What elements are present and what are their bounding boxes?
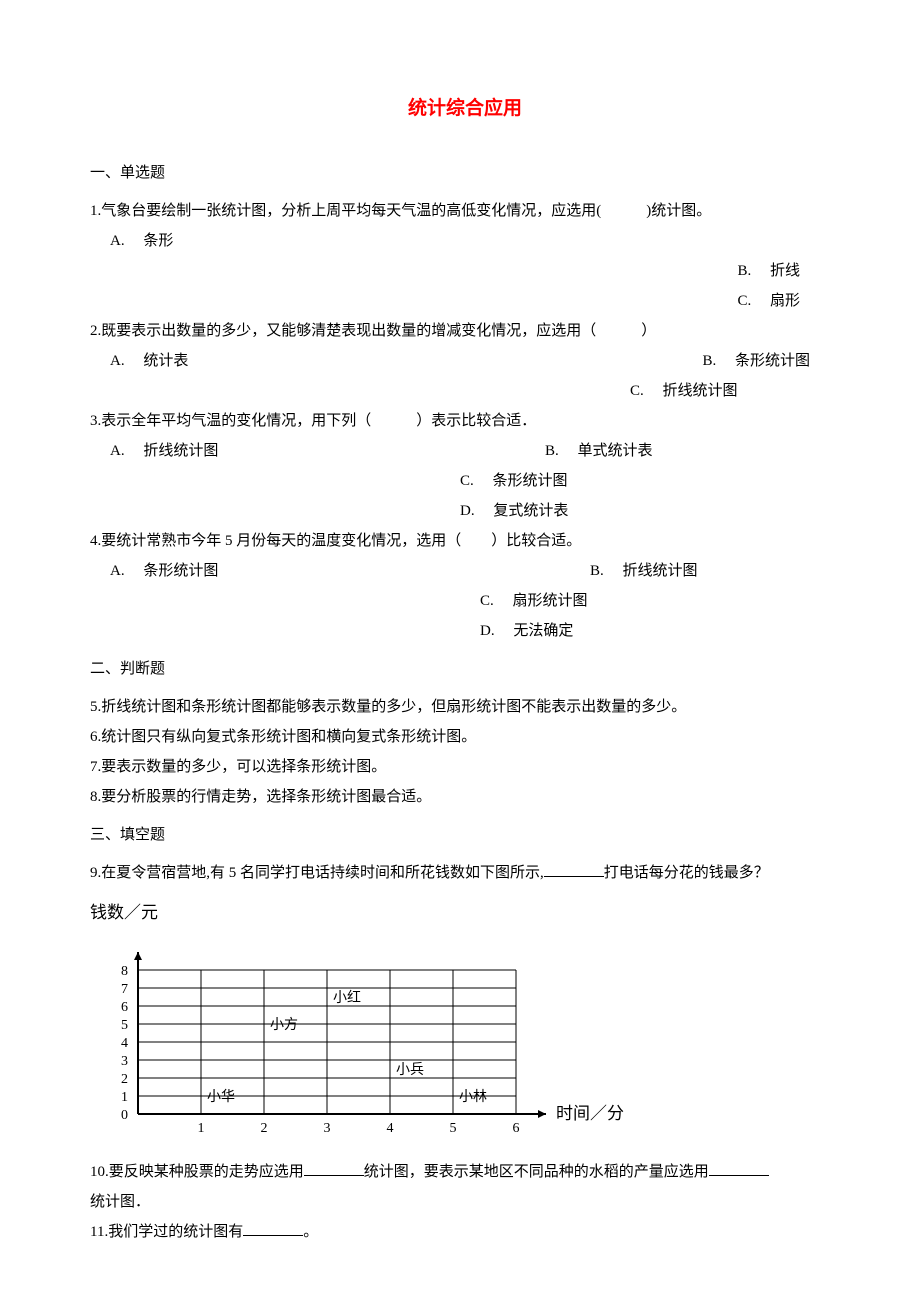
svg-text:2: 2 [121,1072,128,1087]
q10-blank-2 [709,1161,769,1176]
q4-text: 4.要统计常熟市今年 5 月份每天的温度变化情况，选用（ ）比较合适。 [90,526,840,556]
q11-post: 。 [303,1224,318,1240]
q9-post: 打电话每分花的钱最多？ [604,865,769,881]
q11-blank [243,1221,303,1236]
q1-opt-c: C. 扇形 [90,286,840,316]
q3-opt-a: A. 折线统计图 [90,436,545,466]
q4-opt-d: D. 无法确定 [90,616,840,646]
q4-opt-b: B. 折线统计图 [590,556,698,586]
q2-text: 2.既要表示出数量的多少，又能够清楚表现出数量的增减变化情况，应选用（ ） [90,316,840,346]
q1-opt-b: B. 折线 [90,256,840,286]
svg-text:7: 7 [121,982,128,997]
svg-text:1: 1 [198,1121,205,1136]
svg-text:0: 0 [121,1108,128,1123]
q3-opt-b: B. 单式统计表 [545,436,653,466]
q2-opt-b: B. 条形统计图 [702,346,840,376]
q10-pre: 10.要反映某种股票的走势应选用 [90,1164,304,1180]
question-1: 1.气象台要绘制一张统计图，分析上周平均每天气温的高低变化情况，应选用( )统计… [90,196,840,316]
svg-text:8: 8 [121,964,128,979]
question-10: 10.要反映某种股票的走势应选用统计图，要表示某地区不同品种的水稻的产量应选用 … [90,1157,840,1217]
svg-text:时间／分: 时间／分 [556,1104,624,1123]
question-11: 11.我们学过的统计图有 。 [90,1217,840,1247]
question-8: 8.要分析股票的行情走势，选择条形统计图最合适。 [90,782,840,812]
q3-opt-c: C. 条形统计图 [90,466,840,496]
q4-opt-c: C. 扇形统计图 [90,586,840,616]
svg-text:小红: 小红 [333,990,361,1006]
q2-opt-a: A. 统计表 [90,346,702,376]
q3-text: 3.表示全年平均气温的变化情况，用下列（ ）表示比较合适． [90,406,840,436]
svg-text:小华: 小华 [207,1089,235,1105]
svg-text:1: 1 [121,1090,128,1105]
svg-text:4: 4 [121,1036,128,1051]
question-6: 6.统计图只有纵向复式条形统计图和横向复式条形统计图。 [90,722,840,752]
svg-text:6: 6 [513,1121,520,1136]
scatter-chart: 0 1 2 3 4 5 6 7 8 1 2 3 4 5 6 时间／分 小华 小方 小红小兵小林 [90,934,650,1149]
q10-mid: 统计图，要表示某地区不同品种的水稻的产量应选用 [364,1164,709,1180]
svg-text:4: 4 [387,1121,394,1136]
svg-text:小林: 小林 [459,1089,487,1105]
svg-text:5: 5 [121,1018,128,1033]
svg-text:3: 3 [324,1121,331,1136]
question-5: 5.折线统计图和条形统计图都能够表示数量的多少，但扇形统计图不能表示出数量的多少… [90,692,840,722]
q3-opt-d: D. 复式统计表 [90,496,840,526]
q2-opt-c: C. 折线统计图 [90,376,840,406]
question-9: 9.在夏令营宿营地,有 5 名同学打电话持续时间和所花钱数如下图所示, 打电话每分… [90,858,840,888]
svg-text:6: 6 [121,1000,128,1015]
section-1-header: 一、单选题 [90,158,840,188]
svg-text:2: 2 [261,1121,268,1136]
svg-text:小兵: 小兵 [396,1062,424,1078]
q1-opt-a: A. 条形 [90,226,840,256]
q1-text: 1.气象台要绘制一张统计图，分析上周平均每天气温的高低变化情况，应选用( )统计… [90,196,840,226]
svg-text:小方: 小方 [270,1017,298,1033]
question-7: 7.要表示数量的多少，可以选择条形统计图。 [90,752,840,782]
q10-blank-1 [304,1161,364,1176]
question-3: 3.表示全年平均气温的变化情况，用下列（ ）表示比较合适． A. 折线统计图 B… [90,406,840,526]
chart-y-axis-label: 钱数／元 [90,896,840,930]
svg-text:5: 5 [450,1121,457,1136]
question-2: 2.既要表示出数量的多少，又能够清楚表现出数量的增减变化情况，应选用（ ） A.… [90,316,840,406]
q4-opt-a: A. 条形统计图 [90,556,590,586]
q9-pre: 9.在夏令营宿营地,有 5 名同学打电话持续时间和所花钱数如下图所示, [90,865,544,881]
question-4: 4.要统计常熟市今年 5 月份每天的温度变化情况，选用（ ）比较合适。 A. 条… [90,526,840,646]
svg-text:3: 3 [121,1054,128,1069]
page-title: 统计综合应用 [90,90,840,128]
section-2-header: 二、判断题 [90,654,840,684]
q11-pre: 11.我们学过的统计图有 [90,1224,243,1240]
section-3-header: 三、填空题 [90,820,840,850]
q10-post: 统计图． [90,1187,840,1217]
q9-blank [544,862,604,877]
chart-container: 钱数／元 0 1 2 3 4 5 6 7 8 1 2 3 4 5 6 时间／分 小华 小方 小红小兵小林 [90,896,840,1149]
